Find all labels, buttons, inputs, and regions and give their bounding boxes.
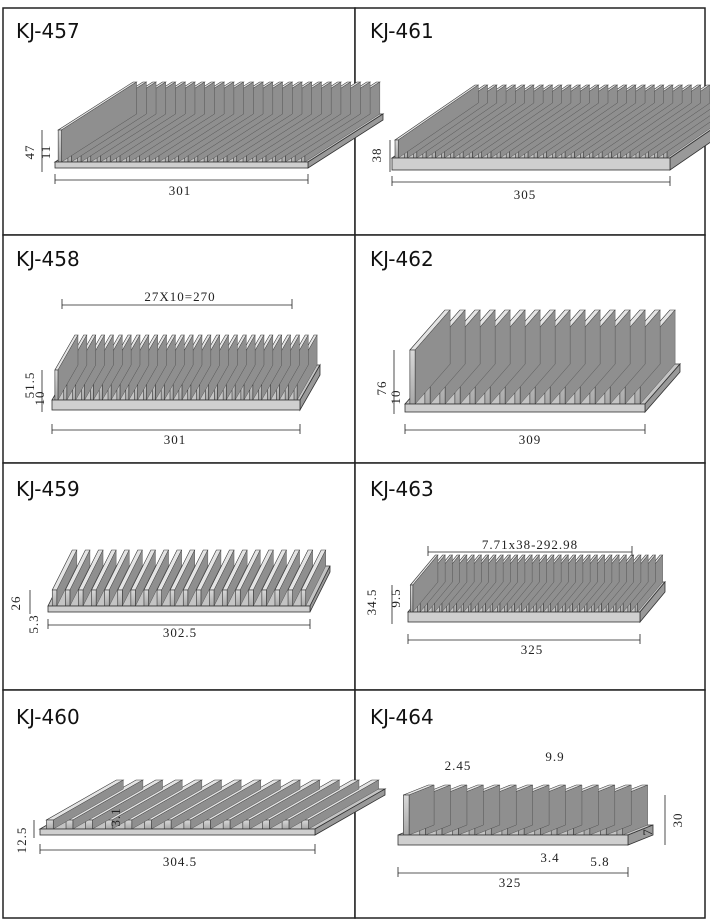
model-title: KJ-464 [370,705,434,729]
dimension: 38 [369,148,384,163]
dimension: 325 [521,642,544,657]
fin [242,819,250,830]
dimension: 12.5 [14,827,29,854]
fin [300,589,307,607]
fin [262,819,270,830]
fin [51,589,58,607]
model-title: KJ-459 [16,477,80,501]
model-title: KJ-458 [16,247,80,271]
fin [85,819,93,830]
fin [196,589,202,607]
fin [287,589,293,607]
base [54,161,309,169]
fin [130,589,136,607]
fin [57,129,62,163]
base [397,834,629,846]
model-title: KJ-463 [370,477,434,501]
dimension: 5.8 [590,854,609,869]
dimension: 9.9 [545,749,564,764]
fin [46,819,54,830]
fin [274,589,280,607]
dimension: 309 [519,432,542,447]
fin [410,584,414,613]
fin [222,819,231,830]
dimension: 51.5 [22,372,37,399]
fin [54,369,59,401]
fin [209,589,215,607]
dimension: 9.5 [388,588,403,607]
dimension: 3.4 [540,850,559,865]
dimension: 304.5 [163,854,197,869]
dimension: 301 [169,183,192,198]
labels: KJ-457 47 11 301 KJ-461 38 305 KJ-458 27… [8,19,685,890]
dimension: 30 [670,813,685,828]
dimension: 5.3 [26,614,41,633]
dimension: 47 [22,145,37,160]
fin [124,819,133,830]
fin [65,589,71,607]
model-title: KJ-460 [16,705,80,729]
fin [91,589,97,607]
fin [104,589,110,607]
fin [203,819,211,830]
base [39,828,316,836]
dimension: 7 [640,828,655,836]
dimension: 7.71x38-292.98 [482,537,578,552]
fin [183,819,192,830]
dimension: 34.5 [364,589,379,616]
model-title: KJ-461 [370,19,434,43]
dimension: 305 [514,187,537,202]
fin [409,349,416,405]
dimension: 325 [499,875,522,890]
base [404,403,646,413]
dimension: 302.5 [163,625,197,640]
drawings [29,81,710,877]
fin [78,589,84,607]
dimension: 2.45 [445,758,472,773]
model-title: KJ-457 [16,19,80,43]
base [51,399,301,411]
fin [182,589,189,607]
dimension: 27X10=270 [144,289,215,304]
fin [403,794,410,836]
fin [144,819,152,830]
base [391,157,671,171]
fin [65,819,74,830]
model-title: KJ-462 [370,247,434,271]
fin [163,819,172,830]
dimension: 26 [8,596,23,611]
fin [301,819,309,830]
dimension: 301 [164,432,187,447]
dimension: 11 [38,145,53,160]
dimension: 3.1 [108,807,123,826]
fin [261,589,267,607]
fin [235,589,241,607]
fin [394,139,399,159]
dimension: 76 [374,381,389,396]
base [47,605,311,613]
dimension: 10 [32,391,47,406]
base [407,611,641,623]
fin [156,589,162,607]
dimension: 10 [388,390,403,405]
fin [143,589,149,607]
fin [248,589,254,607]
fin [222,589,228,607]
fin [117,589,123,607]
fin [281,819,290,830]
fin [169,589,176,607]
